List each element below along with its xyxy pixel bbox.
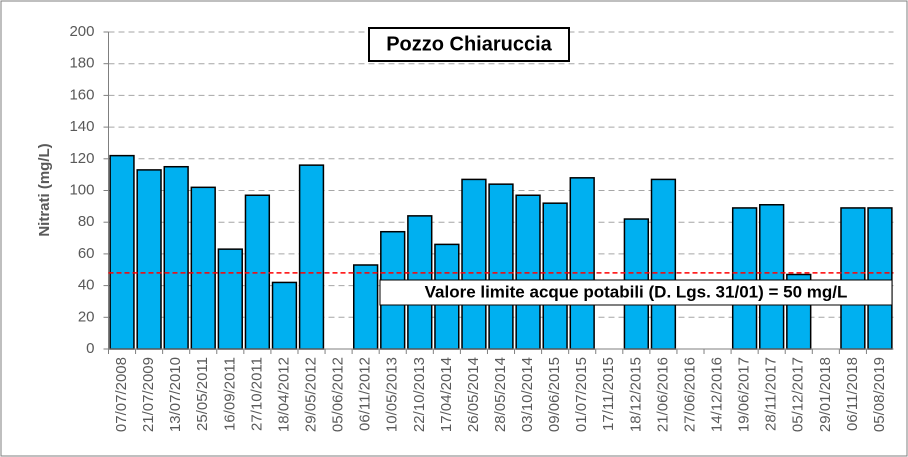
bar	[136, 169, 162, 350]
y-tick-label: 140	[69, 118, 94, 135]
y-tick-label: 40	[78, 277, 95, 294]
y-tick-label: 20	[78, 308, 95, 325]
x-tick-label: 29/01/2018	[817, 357, 834, 432]
bar	[759, 204, 785, 350]
bar	[840, 207, 866, 350]
x-tick-label: 10/05/2013	[384, 357, 401, 432]
y-tick-label: 60	[78, 245, 95, 262]
x-tick-label: 06/11/2012	[357, 357, 374, 431]
x-tick-label: 19/06/2017	[736, 357, 753, 432]
bar	[569, 177, 595, 350]
x-tick-label: 05/08/2019	[871, 357, 888, 432]
title-box	[368, 27, 570, 62]
x-tick-label: 28/11/2017	[763, 357, 780, 431]
x-tick-label: 18/12/2015	[627, 357, 644, 432]
y-tick-label: 180	[69, 55, 94, 72]
y-tick-label: 100	[69, 181, 94, 198]
bar	[867, 207, 893, 350]
bar	[731, 207, 758, 350]
x-tick-label: 01/07/2015	[573, 357, 590, 432]
x-tick-label: 17/11/2015	[600, 357, 617, 431]
y-tick-label: 160	[69, 86, 94, 103]
x-tick-label: 21/07/2009	[140, 357, 157, 432]
x-tick-label: 17/04/2014	[438, 357, 455, 432]
x-tick-label: 05/12/2017	[790, 357, 807, 432]
x-tick-label: 22/10/2013	[411, 357, 428, 432]
bar	[542, 202, 568, 350]
x-tick-label: 07/07/2008	[113, 357, 130, 432]
x-tick-label: 16/09/2011	[221, 357, 238, 431]
y-axis-label: Nitrati (mg/L)	[36, 143, 53, 236]
x-tick-label: 28/05/2014	[492, 357, 509, 432]
x-tick-label: 05/06/2012	[330, 357, 347, 432]
x-tick-label: 09/06/2015	[546, 357, 563, 432]
x-tick-label: 13/07/2010	[167, 357, 184, 432]
y-tick-label: 120	[69, 150, 94, 167]
x-tick-label: 27/06/2016	[681, 357, 698, 432]
chart-title: Pozzo Chiaruccia	[386, 33, 552, 55]
bar	[461, 178, 487, 350]
bar	[352, 264, 379, 350]
bar	[163, 165, 189, 350]
bar	[190, 186, 216, 350]
bar	[109, 154, 135, 350]
x-tick-label: 18/04/2012	[275, 357, 292, 432]
x-tick-label: 21/06/2016	[654, 357, 671, 432]
bar	[515, 194, 541, 350]
bar	[650, 178, 677, 350]
bar	[488, 183, 514, 350]
x-tick-label: 06/11/2018	[844, 357, 861, 431]
x-tick-label: 29/05/2012	[302, 357, 319, 432]
y-tick-label: 0	[86, 340, 94, 357]
x-tick-label: 25/05/2011	[194, 357, 211, 431]
bar	[244, 194, 271, 350]
x-tick-label: 03/10/2014	[519, 357, 536, 432]
bar	[271, 281, 298, 350]
bar	[217, 248, 243, 350]
x-tick-label: 14/12/2016	[709, 357, 726, 432]
bar	[298, 164, 325, 350]
x-tick-label: 27/10/2011	[248, 357, 265, 431]
y-tick-label: 80	[78, 213, 95, 230]
limit-label-box	[379, 279, 893, 306]
x-tick-label: 26/05/2014	[465, 357, 482, 432]
limit-label: Valore limite acque potabili (D. Lgs. 31…	[425, 282, 848, 301]
y-tick-label: 200	[69, 23, 94, 40]
